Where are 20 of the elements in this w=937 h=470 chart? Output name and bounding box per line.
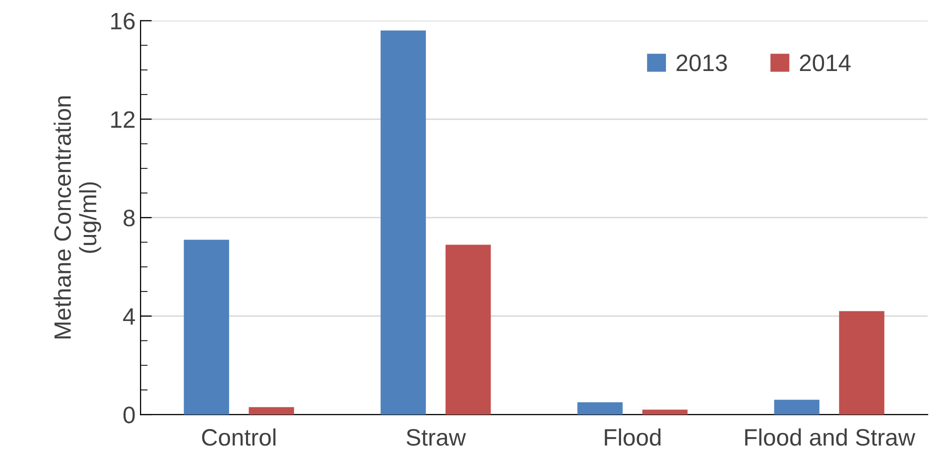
- bar: [642, 410, 688, 415]
- bar: [446, 244, 491, 415]
- bar: [184, 240, 230, 415]
- x-tick-label: Straw: [406, 429, 466, 446]
- legend-label: 2013: [676, 54, 727, 72]
- y-tick-label: 8: [124, 210, 135, 226]
- y-tick-label: 4: [123, 308, 135, 325]
- y-tick-label: 12: [111, 111, 135, 128]
- x-tick-label: Flood and Straw: [745, 428, 916, 446]
- bar: [380, 30, 426, 415]
- legend-label: 2014: [800, 54, 851, 72]
- y-tick-label: 16: [111, 12, 135, 30]
- y-axis-title: Methane Concentration (ug/ml): [54, 96, 102, 338]
- x-tick-label: Control: [202, 428, 276, 446]
- x-tick-label: Flood: [604, 428, 660, 446]
- y-tick-label: 0: [123, 406, 135, 424]
- bar: [774, 400, 820, 415]
- bar: [577, 402, 623, 415]
- bar: [839, 311, 884, 415]
- bar: [248, 407, 294, 415]
